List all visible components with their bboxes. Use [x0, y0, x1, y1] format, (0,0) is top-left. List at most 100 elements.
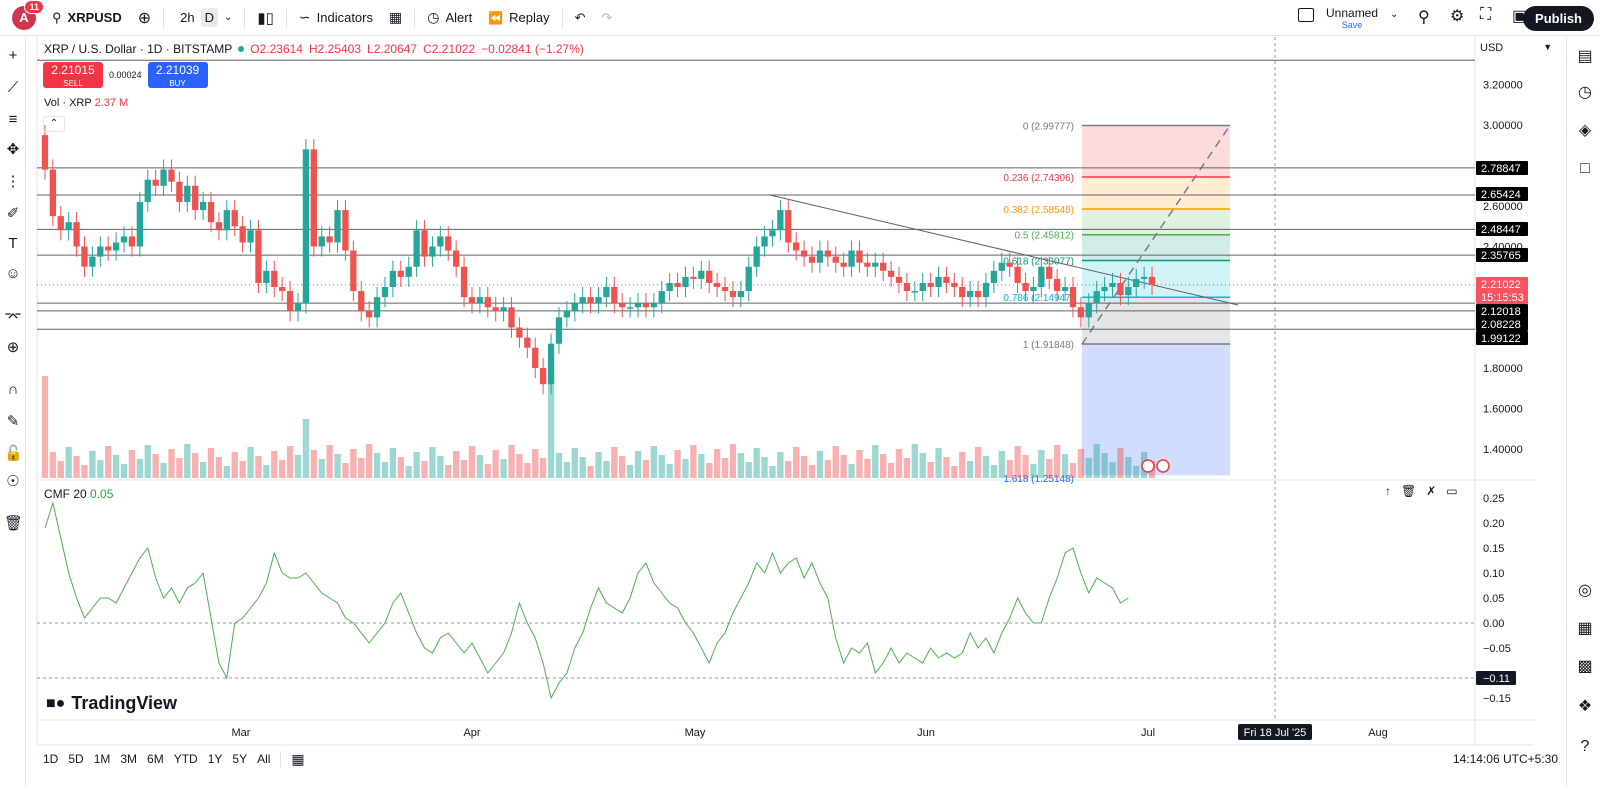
legend-open: O2.23614 [250, 42, 303, 56]
volume-value: 2.37 M [94, 97, 129, 109]
apps-icon[interactable]: ▩ [1577, 658, 1593, 675]
alarm-plus-icon: ◷ [427, 9, 440, 25]
indicators-button[interactable]: ∽ Indicators [291, 0, 381, 36]
zoom-in-icon[interactable]: ⊕ [6, 339, 20, 356]
candle-body [1046, 266, 1053, 279]
alarm-icon[interactable]: ◷ [1578, 84, 1592, 101]
candle-body [255, 230, 262, 283]
price-chart[interactable]: 0 (2.99777) 0.236 (2.74306) 0.382 (2.58548… [0, 0, 1534, 787]
alert-button[interactable]: ◷ Alert [419, 0, 480, 36]
chevron-down-icon[interactable]: ⌄ [1390, 9, 1399, 20]
range-all[interactable]: All [257, 752, 271, 766]
range-1y[interactable]: 1Y [207, 752, 223, 766]
volume-bar [587, 466, 594, 478]
target-icon[interactable]: ◎ [1578, 582, 1592, 599]
chart-type-button[interactable]: ▮▯ [249, 0, 282, 36]
delete-pane-icon[interactable]: 🗑 [1401, 484, 1417, 498]
range-ytd[interactable]: YTD [173, 752, 198, 766]
user-menu[interactable]: A 11 [0, 0, 44, 36]
calendar-icon[interactable]: ▦ [1577, 620, 1593, 637]
collapse-legend-button[interactable]: ⌃ [43, 116, 65, 132]
range-6m[interactable]: 6M [147, 752, 164, 766]
trash-icon[interactable]: 🗑 [4, 515, 24, 532]
range-5d[interactable]: 5D [68, 752, 84, 766]
compare-button[interactable]: ⊕ [130, 0, 159, 36]
candle-body [373, 297, 381, 318]
redo-icon: ↷ [601, 9, 613, 25]
help-icon[interactable]: ? [1580, 738, 1590, 755]
range-5y[interactable]: 5Y [232, 752, 248, 766]
candle-body [903, 282, 911, 292]
magnet-icon[interactable]: ∩ [7, 381, 19, 398]
collapse-pane-icon[interactable]: ▭ [1446, 484, 1458, 498]
volume-bar [547, 374, 555, 478]
interval-2h-button[interactable]: 2h [180, 10, 195, 25]
maximize-icon[interactable]: ✗ [1426, 484, 1437, 498]
candle-body [1085, 303, 1092, 318]
range-1d[interactable]: 1D [43, 752, 59, 766]
avatar[interactable]: A 11 [12, 0, 44, 30]
sell-button[interactable]: 2.21015 SELL [43, 62, 103, 88]
text-icon[interactable]: T [8, 235, 18, 252]
range-1m[interactable]: 1M [93, 752, 111, 766]
prediction-icon[interactable]: ⋮ [5, 173, 21, 190]
symbol-name: XRPUSD [67, 10, 122, 25]
volume-bar [286, 446, 294, 478]
spread: 0.00024 [109, 70, 142, 80]
volume-bar [492, 450, 499, 478]
trendline-icon[interactable]: ⟋ [7, 79, 19, 96]
emoji-icon[interactable]: ☺ [5, 265, 21, 282]
currency-selector[interactable]: USD ▼ [1480, 42, 1552, 54]
volume-bar [698, 454, 705, 478]
eye-icon[interactable]: ☉ [6, 473, 20, 490]
legend-change: −0.02841 (−1.27%) [481, 42, 584, 56]
candle-body [120, 236, 128, 243]
layout-icon[interactable] [1298, 8, 1314, 22]
quick-search-icon[interactable]: ⚲ [1418, 9, 1430, 26]
volume-bar [215, 457, 223, 478]
chat-icon[interactable]: □ [1580, 160, 1590, 177]
chevron-down-icon[interactable]: ⌄ [223, 12, 233, 23]
watchlist-icon[interactable]: ▤ [1577, 48, 1593, 65]
range-3m[interactable]: 3M [120, 752, 138, 766]
interval-d-button[interactable]: D [200, 8, 218, 27]
volume-bar [563, 462, 571, 478]
volume-bar [611, 447, 618, 478]
layout-name-button[interactable]: Unnamed Save [1326, 7, 1378, 31]
replay-button[interactable]: ⏪ Replay [480, 0, 557, 36]
volume-bar [381, 462, 389, 478]
redo-button[interactable]: ↷ [594, 0, 621, 36]
brush-icon[interactable]: ✐ [6, 205, 20, 222]
fib-retracement-icon[interactable]: ≡ [8, 111, 18, 128]
settings-icon[interactable]: ⚙ [1450, 8, 1465, 25]
layers-icon[interactable]: ◈ [1578, 122, 1592, 139]
volume-bar [603, 461, 610, 478]
utc-clock[interactable]: 14:14:06 UTC+5:30 [1452, 752, 1558, 766]
candles-icon: ▮▯ [257, 9, 274, 27]
pattern-icon[interactable]: ✥ [6, 141, 20, 158]
fullscreen-icon[interactable]: ⛶ [1480, 6, 1492, 23]
templates-button[interactable]: ▦ [381, 0, 410, 36]
ruler-icon[interactable]: ⌤ [4, 309, 22, 326]
volume-bar [57, 461, 64, 478]
lock-icon[interactable]: 🔓 [4, 445, 23, 462]
price-tag [1476, 248, 1528, 262]
volume-bar [532, 449, 539, 478]
broadcast-icon[interactable]: ❖ [1577, 698, 1593, 715]
buy-button[interactable]: 2.21039 BUY [147, 62, 208, 88]
move-up-icon[interactable]: ↑ [1385, 484, 1391, 498]
undo-button[interactable]: ↶ [567, 0, 594, 36]
volume-bar [294, 455, 302, 478]
volume-bar [579, 457, 586, 478]
date-range-icon[interactable]: ▦ [291, 750, 305, 767]
volume-bar [1077, 449, 1085, 478]
publish-button[interactable]: Publish [1523, 6, 1594, 31]
volume-bar [239, 461, 246, 478]
symbol-search[interactable]: ⚲ XRPUSD [44, 0, 130, 36]
crosshair-icon[interactable]: + [8, 47, 18, 64]
lock-drawing-icon[interactable]: ✎ [6, 413, 20, 430]
candle-body [563, 311, 571, 318]
candle-body [128, 236, 136, 247]
volume-label: Vol · XRP [44, 97, 92, 109]
candle-body [215, 222, 223, 231]
